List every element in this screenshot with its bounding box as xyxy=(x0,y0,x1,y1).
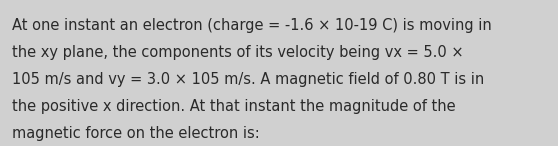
Text: the positive x direction. At that instant the magnitude of the: the positive x direction. At that instan… xyxy=(12,99,456,114)
Text: the xy plane, the components of its velocity being vx = 5.0 ×: the xy plane, the components of its velo… xyxy=(12,45,464,60)
Text: magnetic force on the electron is:: magnetic force on the electron is: xyxy=(12,126,260,141)
Text: At one instant an electron (charge = -1.6 × 10-19 C) is moving in: At one instant an electron (charge = -1.… xyxy=(12,18,492,33)
Text: 105 m/s and vy = 3.0 × 105 m/s. A magnetic field of 0.80 T is in: 105 m/s and vy = 3.0 × 105 m/s. A magnet… xyxy=(12,72,484,87)
